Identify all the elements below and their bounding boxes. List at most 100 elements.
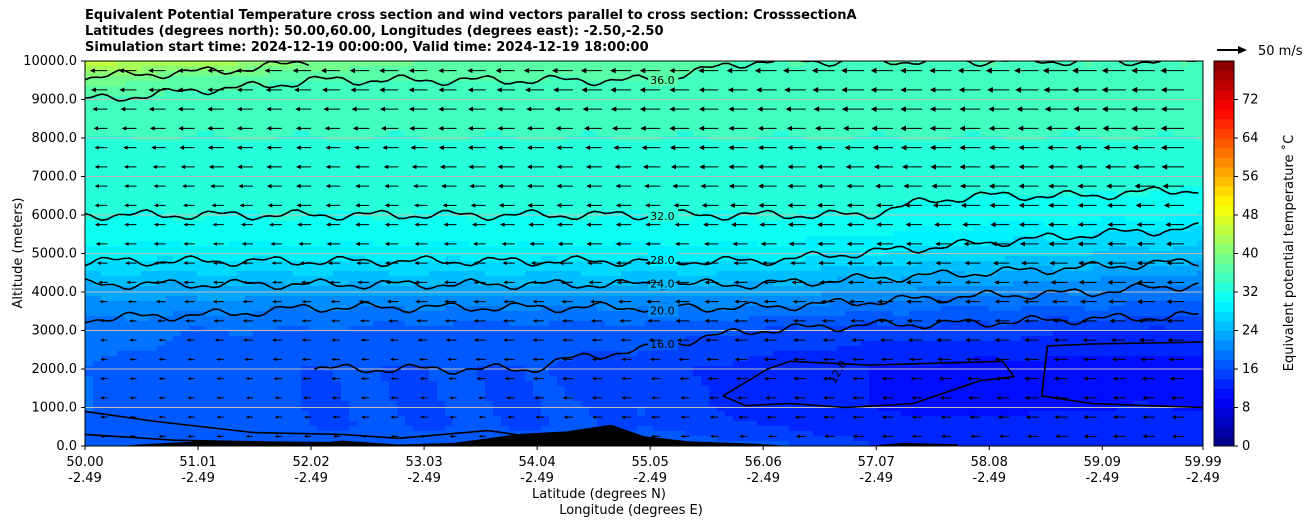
- field-cell: [221, 161, 230, 167]
- field-cell: [325, 311, 334, 317]
- field-cell: [397, 306, 406, 312]
- field-cell: [309, 146, 318, 152]
- field-cell: [309, 121, 318, 127]
- field-cell: [365, 236, 374, 242]
- field-cell: [325, 376, 334, 382]
- field-cell: [485, 76, 494, 82]
- field-cell: [253, 101, 262, 107]
- field-cell: [173, 101, 182, 107]
- field-cell: [477, 226, 486, 232]
- field-cell: [269, 416, 278, 422]
- field-cell: [477, 166, 486, 172]
- field-cell: [173, 371, 182, 377]
- field-cell: [557, 236, 566, 242]
- field-cell: [101, 256, 110, 262]
- field-cell: [253, 406, 262, 412]
- field-cell: [173, 326, 182, 332]
- field-cell: [421, 371, 430, 377]
- field-cell: [493, 396, 502, 402]
- field-cell: [229, 206, 238, 212]
- field-cell: [173, 216, 182, 222]
- field-cell: [477, 236, 486, 242]
- field-cell: [189, 256, 198, 262]
- field-cell: [445, 131, 454, 137]
- field-cell: [229, 176, 238, 182]
- field-cell: [189, 81, 198, 87]
- field-cell: [445, 211, 454, 217]
- field-cell: [221, 391, 230, 397]
- field-cell: [365, 436, 374, 442]
- field-cell: [149, 396, 158, 402]
- field-cell: [269, 361, 278, 367]
- field-cell: [229, 211, 238, 217]
- field-cell: [93, 261, 102, 267]
- field-cell: [349, 271, 358, 277]
- field-cell: [173, 416, 182, 422]
- field-cell: [381, 361, 390, 367]
- field-cell: [333, 161, 342, 167]
- field-cell: [373, 81, 382, 87]
- field-cell: [245, 266, 254, 272]
- field-cell: [173, 291, 182, 297]
- field-cell: [229, 66, 238, 72]
- field-cell: [141, 106, 150, 112]
- field-cell: [189, 206, 198, 212]
- field-cell: [445, 351, 454, 357]
- field-cell: [101, 221, 110, 227]
- field-cell: [469, 331, 478, 337]
- field-cell: [485, 331, 494, 337]
- field-cell: [349, 166, 358, 172]
- field-cell: [517, 96, 526, 102]
- field-cell: [317, 266, 326, 272]
- field-cell: [493, 386, 502, 392]
- field-cell: [85, 191, 94, 197]
- field-cell: [173, 361, 182, 367]
- field-cell: [229, 61, 238, 67]
- field-cell: [229, 261, 238, 267]
- field-cell: [269, 431, 278, 437]
- field-cell: [501, 321, 510, 327]
- field-cell: [101, 146, 110, 152]
- field-cell: [197, 396, 206, 402]
- field-cell: [357, 336, 366, 342]
- field-cell: [245, 396, 254, 402]
- field-cell: [565, 246, 574, 252]
- field-cell: [301, 316, 310, 322]
- field-cell: [157, 151, 166, 157]
- field-cell: [173, 211, 182, 217]
- field-cell: [317, 61, 326, 67]
- field-cell: [157, 86, 166, 92]
- field-cell: [405, 416, 414, 422]
- field-cell: [389, 291, 398, 297]
- field-cell: [325, 71, 334, 77]
- field-cell: [261, 211, 270, 217]
- field-cell: [341, 206, 350, 212]
- field-cell: [533, 176, 542, 182]
- field-cell: [301, 386, 310, 392]
- field-cell: [101, 96, 110, 102]
- field-cell: [389, 66, 398, 72]
- field-cell: [133, 406, 142, 412]
- field-cell: [317, 186, 326, 192]
- field-cell: [485, 391, 494, 397]
- field-cell: [565, 296, 574, 302]
- field-cell: [557, 336, 566, 342]
- field-cell: [253, 96, 262, 102]
- field-cell: [389, 146, 398, 152]
- field-cell: [421, 256, 430, 262]
- field-cell: [133, 436, 142, 442]
- field-cell: [157, 201, 166, 207]
- field-cell: [381, 91, 390, 97]
- field-cell: [165, 306, 174, 312]
- field-cell: [101, 61, 110, 67]
- field-cell: [581, 421, 590, 427]
- field-cell: [149, 256, 158, 262]
- field-cell: [341, 136, 350, 142]
- field-cell: [509, 321, 518, 327]
- field-cell: [373, 106, 382, 112]
- field-cell: [469, 371, 478, 377]
- field-cell: [365, 351, 374, 357]
- field-cell: [253, 221, 262, 227]
- field-cell: [237, 196, 246, 202]
- field-cell: [253, 336, 262, 342]
